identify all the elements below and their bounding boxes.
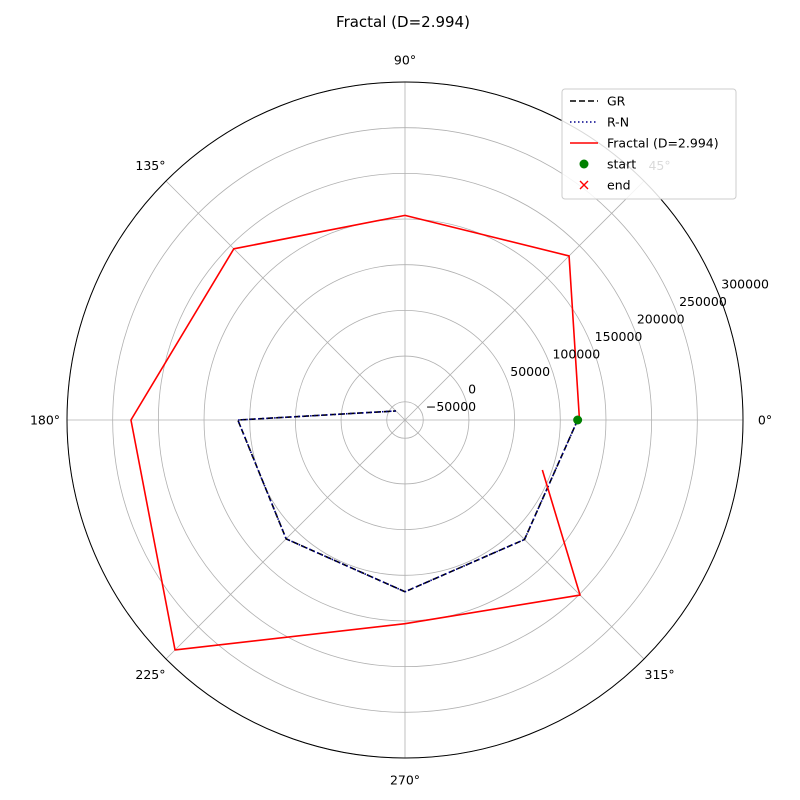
theta-grid-line — [165, 180, 406, 421]
series-line-r-n — [237, 410, 579, 593]
legend-swatch — [579, 180, 589, 190]
chart-title: Fractal (D=2.994) — [336, 13, 470, 31]
theta-tick-label: 270° — [390, 773, 420, 788]
r-tick-label: 200000 — [637, 312, 685, 327]
r-tick-label: 300000 — [721, 277, 769, 292]
theta-grid-line — [404, 180, 645, 421]
legend-label: end — [607, 178, 631, 193]
theta-tick-label: 0° — [758, 413, 772, 428]
theta-grid-line — [165, 419, 406, 660]
legend-label: R-N — [607, 115, 629, 130]
theta-tick-label: 225° — [135, 667, 165, 682]
r-tick-label: 50000 — [510, 364, 550, 379]
r-tick-label: 250000 — [679, 294, 727, 309]
legend-frame — [561, 88, 737, 200]
r-tick-label: 150000 — [595, 329, 643, 344]
r-tick-label: −50000 — [426, 399, 476, 414]
r-tick-label: 100000 — [552, 347, 600, 362]
theta-tick-label: 90° — [394, 53, 416, 68]
theta-tick-label: 135° — [135, 158, 165, 173]
series-line-fractal-d-2-994 — [130, 214, 581, 651]
legend: GR R-N Fractal (D=2.994) start end — [561, 88, 737, 200]
start-marker — [573, 415, 583, 425]
legend-label: GR — [607, 94, 626, 109]
r-tick-label: 0 — [468, 382, 476, 397]
polar-frame — [66, 81, 744, 759]
theta-tick-label: 315° — [645, 667, 675, 682]
theta-tick-label: 180° — [30, 413, 60, 428]
data-series — [130, 214, 583, 651]
legend-swatch — [579, 159, 589, 169]
legend-label: start — [607, 157, 636, 172]
legend-label: Fractal (D=2.994) — [607, 136, 719, 151]
